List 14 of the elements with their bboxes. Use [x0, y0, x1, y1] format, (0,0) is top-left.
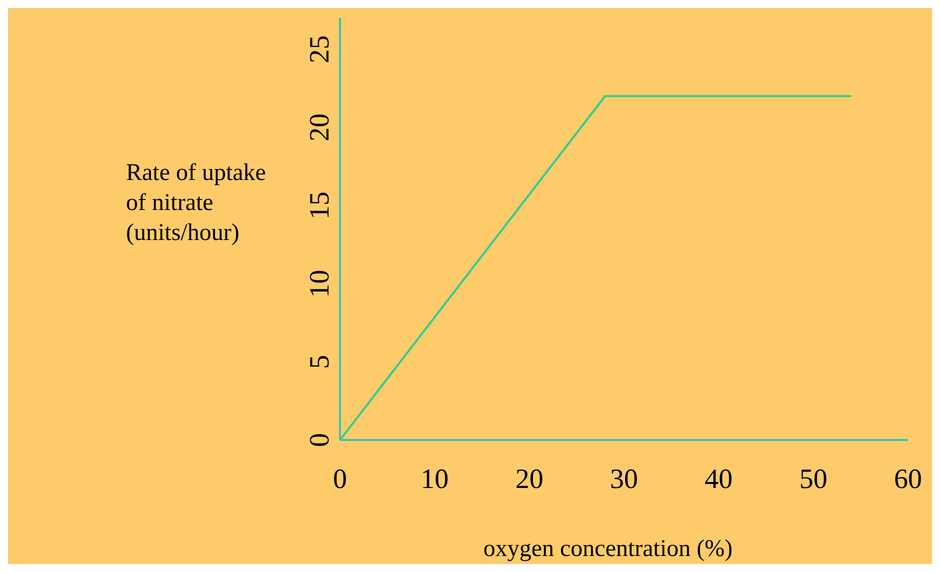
y-tick-label: 25 — [304, 35, 336, 64]
x-tick-label: 60 — [894, 464, 922, 495]
y-tick-label: 10 — [304, 270, 336, 298]
y-tick-label: 0 — [304, 433, 336, 447]
x-tick-label: 10 — [420, 464, 449, 495]
x-axis-title: oxygen concentration (%) — [482, 536, 734, 563]
y-tick-label: 15 — [304, 192, 336, 220]
x-tick-label: 40 — [704, 464, 733, 495]
y-tick-label: 5 — [304, 354, 336, 369]
x-tick-label: 50 — [799, 464, 828, 495]
y-axis-title: Rate of uptake of nitrate (units/hour) — [126, 159, 267, 248]
y-tick-label: 20 — [304, 113, 336, 142]
x-tick-label: 30 — [610, 464, 638, 495]
x-tick-label: 20 — [515, 464, 544, 495]
